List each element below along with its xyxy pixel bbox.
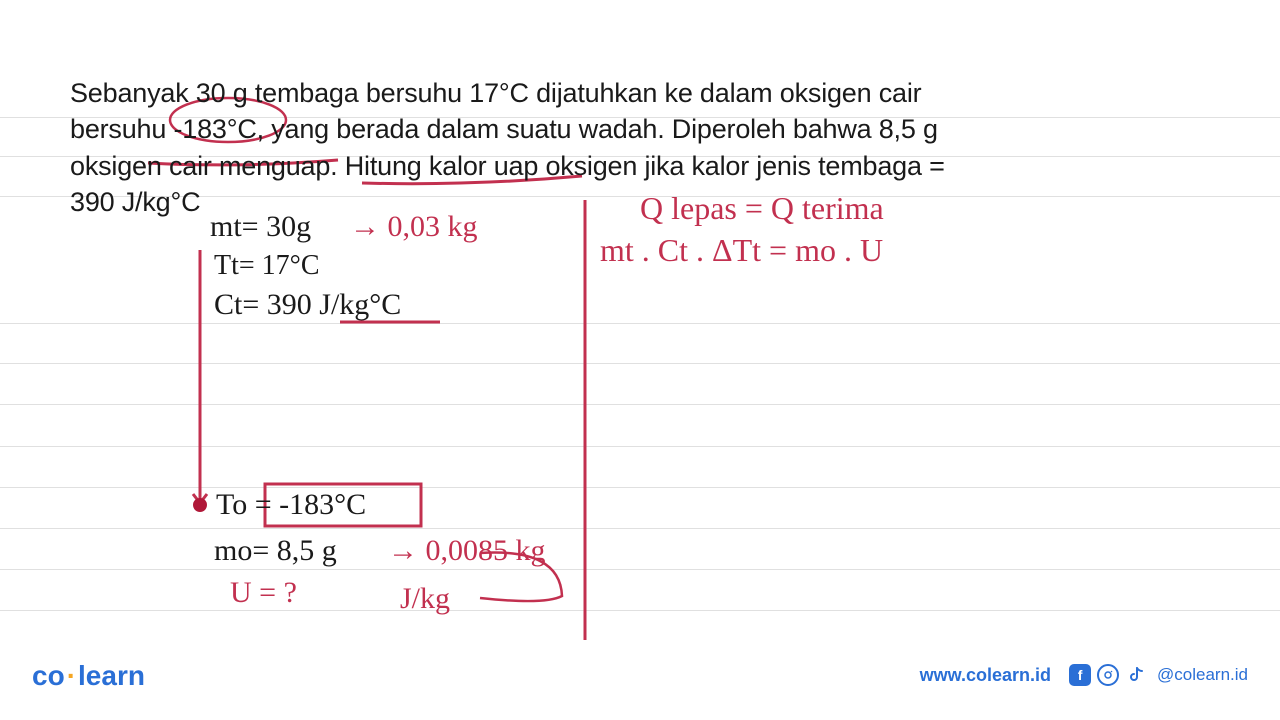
- facebook-icon: f: [1069, 664, 1091, 686]
- circled-temp: -183°C: [173, 111, 256, 147]
- instagram-icon: [1097, 664, 1119, 686]
- tiktok-icon: [1125, 664, 1147, 686]
- problem-content: Sebanyak 30 g tembaga bersuhu 17°C dijat…: [0, 0, 1280, 221]
- problem-line2a: bersuhu: [70, 114, 166, 144]
- footer-right: www.colearn.id f @colearn.id: [920, 664, 1248, 686]
- social-icons: f @colearn.id: [1069, 664, 1248, 686]
- logo: co·learn: [32, 660, 145, 692]
- problem-text: Sebanyak 30 g tembaga bersuhu 17°C dijat…: [70, 75, 1210, 221]
- problem-line1: Sebanyak 30 g tembaga bersuhu 17°C dijat…: [70, 78, 921, 108]
- problem-line3: oksigen cair menguap. Hitung kalor uap o…: [70, 151, 945, 181]
- problem-line4: 390 J/kg°C: [70, 187, 200, 217]
- website-link: www.colearn.id: [920, 665, 1051, 686]
- problem-line2b: , yang berada dalam suatu wadah. Diperol…: [257, 114, 938, 144]
- social-handle: @colearn.id: [1157, 665, 1248, 685]
- logo-dot: ·: [67, 660, 76, 691]
- logo-learn: learn: [78, 660, 145, 691]
- logo-co: co: [32, 660, 65, 691]
